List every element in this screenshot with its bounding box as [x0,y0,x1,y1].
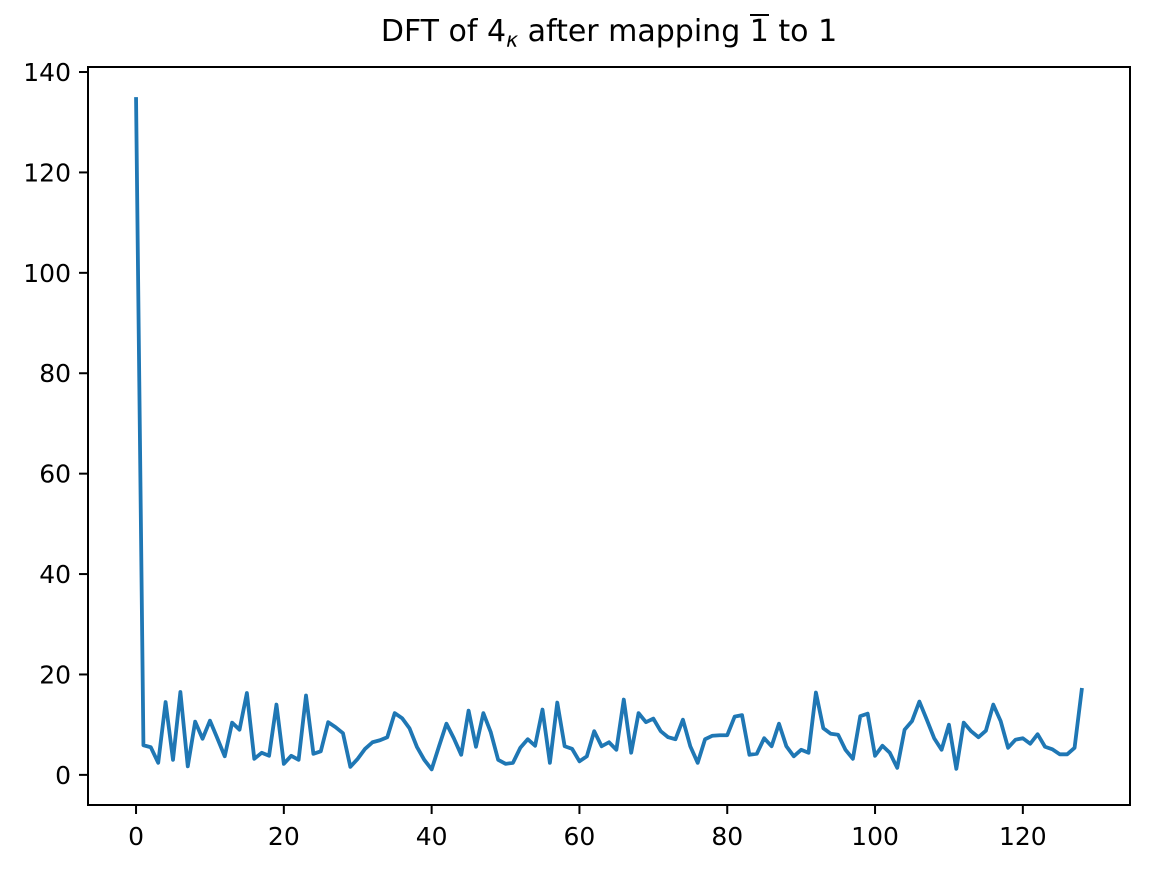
y-tick-label: 140 [23,58,71,87]
title-subscript-kappa: κ [506,27,519,52]
y-tick-label: 0 [55,761,71,790]
title-mid: after mapping [518,14,750,49]
x-tick-label: 100 [851,822,899,851]
y-tick-label: 100 [23,259,71,288]
x-tick-label: 60 [564,822,596,851]
x-tick-label: 0 [128,822,144,851]
chart-title: DFT of 4κ after mapping 1 to 1 [88,14,1130,52]
title-prefix: DFT of 4 [380,14,507,49]
y-tick-label: 80 [39,359,71,388]
title-one-bar: 1 [749,14,769,49]
x-tick-label: 80 [711,822,743,851]
y-tick-label: 120 [23,158,71,187]
dft-magnitude-line [134,97,1084,772]
y-tick-label: 60 [39,460,71,489]
x-tick-label: 20 [268,822,300,851]
axes-spines [87,66,1131,806]
x-tick-label: 120 [999,822,1047,851]
y-tick-label: 20 [39,660,71,689]
y-tick-label: 40 [39,560,71,589]
title-suffix: to 1 [768,14,838,49]
x-tick-label: 40 [416,822,448,851]
